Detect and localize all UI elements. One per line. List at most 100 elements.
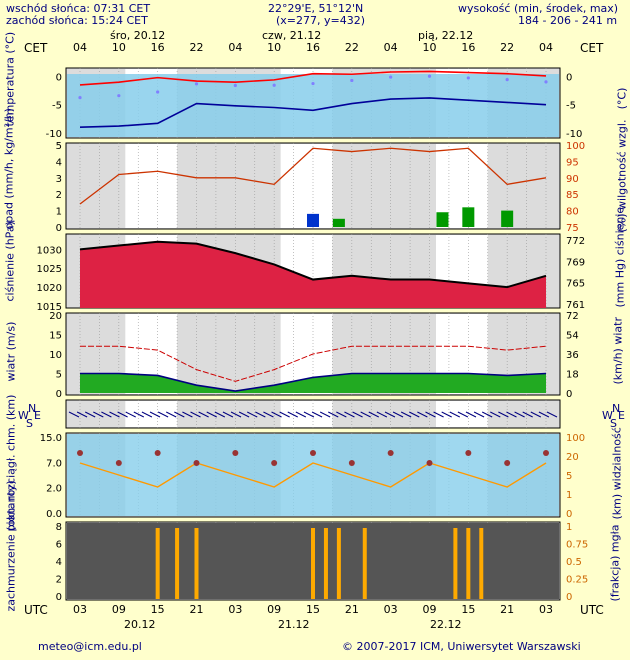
temp-tick-left: 0 [56, 73, 62, 84]
day-label-3: pią, 22.12 [418, 29, 474, 42]
wind-arrow [506, 411, 517, 418]
temp-tick-right: 0 [566, 73, 572, 84]
cloudbase-tick-left: 7.0 [46, 458, 62, 469]
top-hour-label: 22 [500, 41, 515, 54]
pressure-tick-left: 1025 [37, 264, 62, 275]
cloud-tick-right: 0 [566, 592, 572, 603]
wind-arrow [295, 411, 307, 418]
cloudbase-dot [232, 450, 239, 456]
bottom-hour-label: 21 [189, 603, 204, 616]
precip-bar [332, 218, 345, 227]
wind-arrow [352, 411, 363, 418]
temp-mid-point [427, 74, 432, 78]
cloudbase-dot [115, 460, 122, 466]
cloudbase-dot [504, 460, 511, 466]
cloudbase-dot [426, 460, 433, 466]
wind-arrow [336, 411, 347, 418]
cloud-tick-right: 0.5 [566, 557, 582, 568]
precip-tick-left: 4 [56, 157, 62, 168]
coords-text: 22°29'E, 51°12'N [268, 2, 364, 15]
wind-tick-right: 72 [566, 311, 579, 322]
bottom-hour-label: 09 [422, 603, 437, 616]
wind-tick-left: 15 [49, 331, 62, 342]
wind-arrow [441, 411, 452, 418]
bottom-hour-label: 03 [539, 603, 553, 616]
footer-email[interactable]: meteo@icm.edu.pl [38, 640, 142, 653]
compass-right-e: E [618, 409, 625, 422]
pressure-tick-left: 1015 [37, 302, 62, 313]
wind-tick-left: 5 [56, 370, 62, 381]
fog-bar [362, 528, 367, 599]
top-hour-label: 22 [189, 41, 204, 54]
wind-arrow [93, 411, 104, 418]
wind-arrow [344, 411, 355, 418]
wind-tick-right: 0 [566, 389, 572, 400]
wind-arrow [490, 411, 501, 418]
temp-mid-point [78, 96, 82, 100]
day-label-2: czw, 21.12 [262, 29, 322, 42]
bottom-hour-label: 03 [73, 603, 87, 616]
precip-bar [501, 210, 514, 227]
wind-arrow [522, 411, 533, 418]
cloud-right-title: (frakcja) mgła [608, 524, 622, 602]
wind-arrow [149, 411, 161, 418]
cloudbase-dot [271, 460, 278, 466]
compass-left: N [28, 402, 37, 415]
grid-text: (x=277, y=432) [276, 14, 366, 27]
wind-arrow [498, 411, 509, 418]
wind-arrow [417, 411, 428, 418]
wind-arrow [360, 411, 371, 418]
cloudbase-tick-right: 0 [566, 509, 572, 520]
fog-bar [336, 528, 341, 599]
wind-arrow [165, 411, 177, 418]
wind-arrow [255, 411, 266, 418]
wind-line [80, 372, 547, 392]
temp-mid-point [311, 81, 315, 86]
bottom-hour-label: 09 [267, 603, 282, 616]
pressure-right-title: (mm Hg) ciśnienie [613, 206, 627, 308]
pressure-tick-right: 761 [566, 300, 585, 311]
wind-arrow [384, 411, 396, 418]
wind-arrow [230, 411, 242, 418]
wind-arrow [303, 411, 315, 418]
wind-fill [80, 373, 546, 393]
top-hour-label: 10 [267, 41, 282, 54]
wind-arrow [546, 411, 558, 418]
day-strip-winddir-0 [125, 401, 178, 427]
bottom-hour-label: 15 [150, 603, 165, 616]
wind-arrow [392, 411, 404, 418]
cloudbase-dot [387, 450, 394, 456]
temp-mid-point [466, 76, 470, 80]
top-hour-label: 22 [344, 41, 359, 54]
wind-arrow [84, 411, 96, 418]
precip-tick-left: 2 [56, 190, 62, 201]
compass-left-e: E [34, 409, 41, 422]
temp-mid-point [505, 78, 509, 82]
wind-arrow [125, 411, 136, 418]
sunset-text: zachód słońca: 15:24 CET [6, 14, 148, 27]
cloudbase-dot [310, 450, 316, 456]
wind-arrow [433, 411, 444, 418]
wind-arrow [530, 411, 542, 418]
wind-arrow [247, 411, 258, 418]
wind-tick-right: 18 [566, 370, 579, 381]
wind-arrow [214, 411, 226, 418]
cloud-tick-right: 1 [566, 522, 572, 533]
bottom-tz-left: UTC [24, 603, 48, 617]
cloudbase-dot [543, 450, 549, 456]
cloudbase-tick-right: 5 [566, 471, 572, 482]
wind-arrow [287, 411, 298, 418]
wind-arrow [76, 411, 88, 418]
date-label-1: 20.12 [124, 618, 156, 631]
precip-tick-right: 90 [566, 174, 579, 185]
pressure-tick-right: 772 [566, 236, 585, 247]
top-hour-label: 16 [306, 41, 320, 54]
cloudbase-dot [77, 450, 83, 456]
bottom-hour-label: 03 [228, 603, 243, 616]
wind-arrow [68, 411, 80, 418]
wind-arrow [263, 411, 274, 418]
wind-arrow [376, 411, 388, 418]
wind-arrow [206, 411, 217, 418]
wind-arrow [425, 411, 436, 418]
